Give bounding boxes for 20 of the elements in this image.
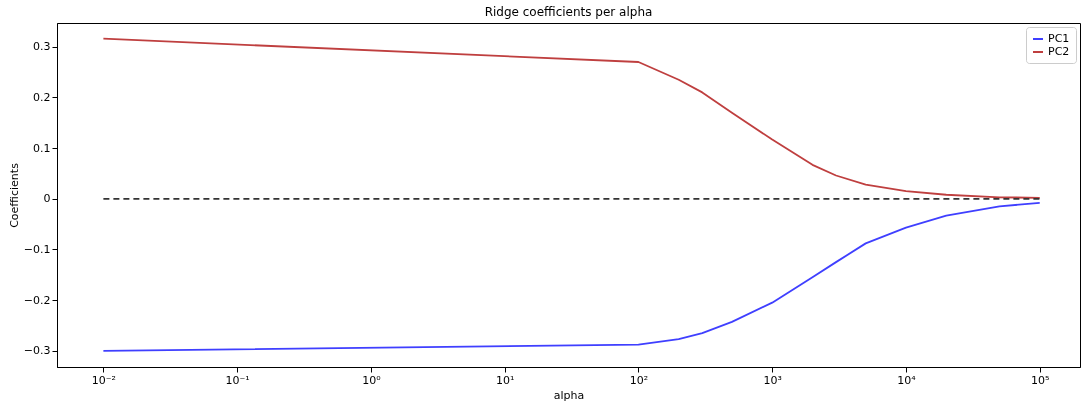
y-tick-label: 0 bbox=[43, 192, 51, 206]
y-tick-label: −0.2 bbox=[23, 293, 51, 307]
x-tick-label: 10² bbox=[629, 373, 649, 387]
x-tick-label: 10³ bbox=[763, 373, 782, 387]
x-axis-title: alpha bbox=[553, 388, 585, 402]
x-tick-label: 10¹ bbox=[495, 373, 515, 387]
x-tick-label: 10⁰ bbox=[362, 373, 382, 387]
chart-title: Ridge coefficients per alpha bbox=[484, 5, 653, 19]
y-tick-label: 0.1 bbox=[33, 141, 51, 155]
x-tick-label: 10⁻² bbox=[91, 373, 116, 387]
x-tick-label: 10⁻¹ bbox=[225, 373, 250, 387]
legend-label: PC1 bbox=[1048, 32, 1070, 45]
y-tick-label: −0.1 bbox=[23, 242, 51, 256]
y-tick-label: 0.3 bbox=[33, 40, 51, 54]
y-tick-label: −0.3 bbox=[23, 344, 51, 358]
legend-label: PC2 bbox=[1048, 45, 1070, 58]
y-axis-title: Coefficients bbox=[7, 162, 21, 228]
x-tick-label: 10⁵ bbox=[1031, 373, 1050, 387]
y-tick-label: 0.2 bbox=[33, 90, 51, 104]
x-tick-label: 10⁴ bbox=[897, 373, 917, 387]
